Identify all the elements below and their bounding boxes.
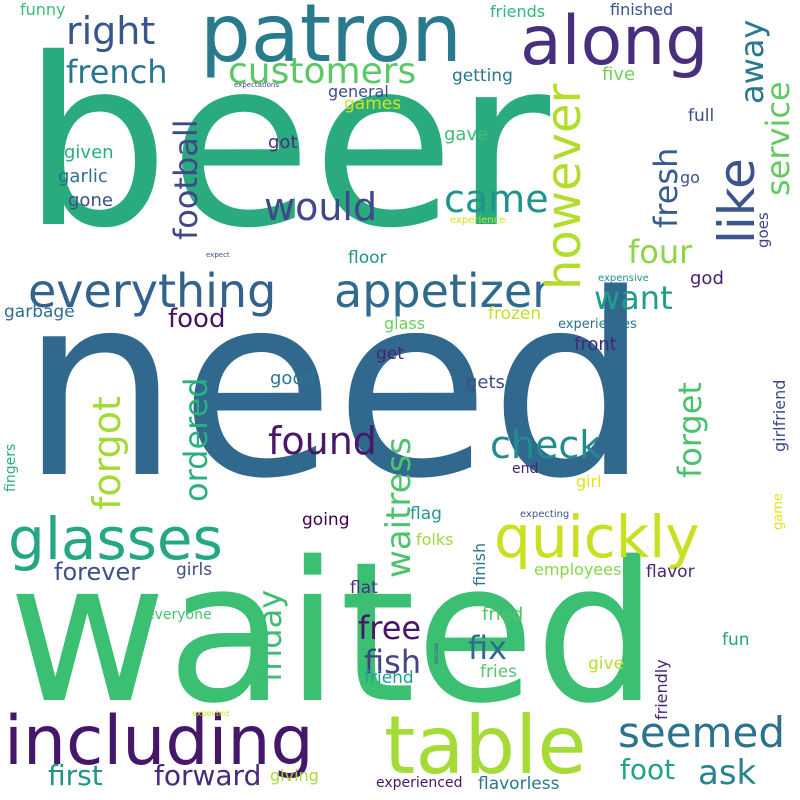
cloud-word: fix — [468, 629, 508, 667]
cloud-word: flat — [350, 578, 378, 598]
cloud-word: patron — [200, 0, 462, 80]
cloud-word: girls — [176, 560, 213, 580]
cloud-word: full — [688, 106, 715, 126]
cloud-word: employees — [534, 560, 622, 579]
cloud-word: girlfriend — [770, 379, 789, 452]
cloud-word: gone — [68, 190, 113, 211]
cloud-word: check — [490, 423, 602, 467]
cloud-word: customers — [228, 51, 417, 92]
cloud-word: friends — [490, 2, 546, 21]
cloud-word: fun — [722, 630, 750, 650]
cloud-word: games — [344, 94, 402, 114]
cloud-word: girl — [576, 472, 602, 491]
cloud-word: finished — [610, 0, 674, 19]
cloud-word: forget — [671, 382, 709, 478]
cloud-word: fried — [482, 604, 524, 625]
cloud-word: would — [264, 185, 378, 229]
cloud-word: want — [594, 279, 673, 317]
cloud-word: experience — [450, 215, 506, 226]
cloud-word: go — [680, 168, 700, 187]
cloud-word: beer — [22, 9, 551, 279]
cloud-word: funny — [20, 0, 66, 19]
cloud-word: expected — [192, 709, 230, 718]
cloud-word: folks — [416, 530, 454, 549]
cloud-word: football — [167, 119, 205, 240]
cloud-word: glasses — [8, 505, 223, 573]
cloud-word: came — [444, 177, 549, 221]
cloud-word: table — [384, 699, 587, 792]
cloud-word: frozen — [488, 304, 542, 324]
cloud-word: ordered — [177, 377, 215, 502]
cloud-word: appetizer — [334, 264, 552, 318]
cloud-word: waited — [8, 520, 659, 746]
cloud-word: found — [268, 419, 377, 463]
cloud-word: fresh — [647, 147, 685, 228]
cloud-word: expecting — [520, 509, 570, 520]
cloud-word: along — [520, 2, 709, 81]
cloud-word: forgot — [85, 396, 129, 510]
cloud-word: getting — [452, 66, 513, 86]
cloud-word: service — [759, 81, 797, 196]
cloud-word: right — [66, 9, 156, 53]
cloud-word: everything — [28, 264, 277, 318]
cloud-word: general — [328, 82, 389, 101]
cloud-word: floor — [348, 248, 387, 268]
cloud-word: friend — [364, 668, 414, 688]
cloud-word: fish — [364, 643, 422, 681]
cloud-word: forward — [154, 759, 262, 792]
cloud-word: including — [4, 702, 314, 781]
cloud-word: flag — [410, 504, 442, 524]
cloud-word: expectations — [234, 81, 280, 89]
cloud-word: flavor — [646, 562, 695, 582]
cloud-word: game — [771, 493, 786, 530]
cloud-word: given — [64, 142, 114, 163]
cloud-word: finish — [470, 542, 489, 586]
cloud-word: got — [268, 132, 298, 153]
cloud-word: five — [602, 64, 636, 85]
cloud-word: expensive — [598, 273, 649, 284]
cloud-word: first — [48, 759, 103, 792]
cloud-word: exceeded — [86, 219, 111, 225]
cloud-word: four — [628, 233, 693, 271]
cloud-word: goes — [754, 212, 772, 248]
cloud-word: foot — [620, 753, 676, 786]
cloud-word: give — [588, 654, 625, 674]
cloud-word: food — [168, 304, 226, 334]
cloud-word: going — [302, 510, 350, 530]
cloud-word: free — [358, 609, 422, 647]
cloud-word: friday — [251, 589, 289, 682]
cloud-word: french — [66, 53, 168, 91]
cloud-word: front — [574, 334, 617, 355]
cloud-word: seemed — [618, 708, 785, 757]
cloud-word: garbage — [4, 302, 75, 322]
cloud-word: giving — [270, 766, 319, 785]
cloud-word: fingers — [3, 443, 19, 492]
cloud-word: ask — [698, 753, 757, 793]
cloud-word: glass — [384, 314, 426, 333]
cloud-word: garlic — [58, 166, 108, 187]
cloud-word: forever — [54, 558, 141, 586]
cloud-word: expect — [206, 251, 230, 259]
cloud-word: need — [20, 241, 650, 534]
cloud-word: end — [512, 461, 539, 477]
cloud-word: everyone — [146, 607, 212, 623]
cloud-word: experiences — [558, 317, 637, 332]
cloud-word: excuse — [433, 643, 440, 664]
cloud-word: god — [690, 268, 724, 289]
cloud-word: gets — [466, 372, 505, 393]
cloud-word: get — [376, 344, 404, 364]
cloud-word: good — [270, 368, 315, 389]
cloud-word: experienced — [376, 775, 463, 791]
cloud-word: friendly — [652, 659, 671, 720]
cloud-word: flavorless — [478, 774, 560, 794]
cloud-word: gave — [444, 124, 489, 145]
cloud-word: fries — [480, 662, 518, 682]
cloud-word: quickly — [494, 503, 700, 571]
